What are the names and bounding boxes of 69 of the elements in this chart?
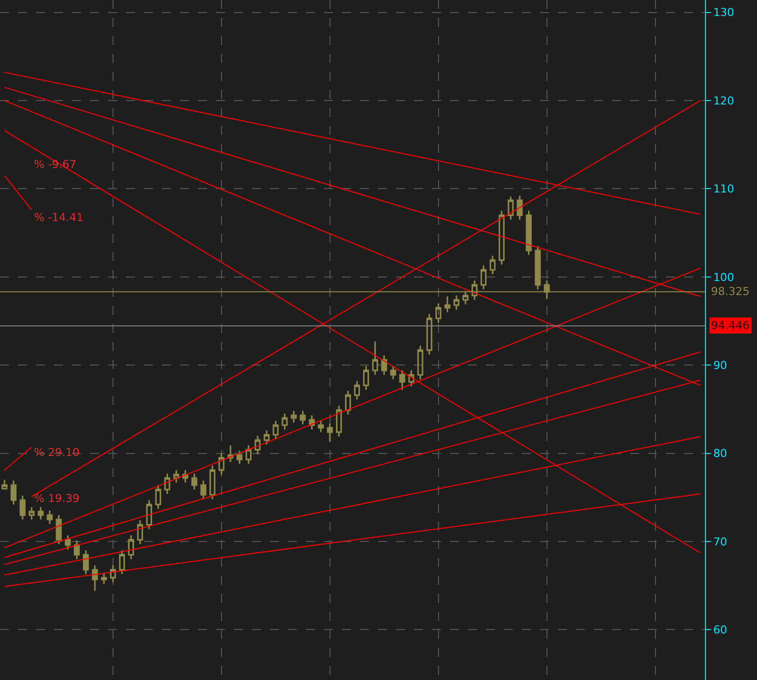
candlestick bbox=[282, 412, 288, 430]
candlestick bbox=[38, 506, 44, 520]
ref-line-label: 98.325 bbox=[711, 285, 750, 298]
candlestick bbox=[290, 410, 297, 424]
candlestick bbox=[264, 430, 270, 446]
annotation: % -14.41 bbox=[34, 211, 84, 224]
candlestick bbox=[308, 414, 315, 430]
candlestick bbox=[119, 550, 125, 575]
y-tick-label: 60 bbox=[713, 624, 728, 637]
y-tick-label: 80 bbox=[713, 447, 728, 460]
candlestick bbox=[526, 210, 532, 256]
y-tick-label: 90 bbox=[713, 358, 728, 372]
candlestick bbox=[10, 480, 17, 506]
candlestick bbox=[336, 404, 342, 438]
candlestick bbox=[164, 472, 170, 495]
y-tick-label: 130 bbox=[713, 6, 734, 20]
candlestick bbox=[354, 380, 360, 400]
candlestick bbox=[372, 340, 378, 376]
candlestick bbox=[381, 354, 388, 376]
candlestick bbox=[46, 510, 53, 525]
candlestick bbox=[2, 479, 8, 490]
candlestick bbox=[246, 444, 252, 465]
annotation: % 19.39 bbox=[34, 492, 80, 505]
candlestick bbox=[254, 434, 261, 455]
y-tick-label: 70 bbox=[713, 535, 728, 548]
candlestick bbox=[399, 370, 406, 391]
candlestick bbox=[92, 564, 98, 592]
candlestick bbox=[453, 294, 460, 310]
candlestick bbox=[408, 370, 414, 388]
candlestick bbox=[508, 196, 514, 220]
candlestick bbox=[218, 452, 224, 476]
candlestick bbox=[137, 520, 144, 545]
candlestick bbox=[182, 469, 188, 484]
candlestick bbox=[64, 534, 71, 550]
candlestick bbox=[228, 444, 234, 463]
candlestick bbox=[300, 410, 306, 425]
candlestick bbox=[426, 313, 432, 356]
candlestick bbox=[20, 494, 26, 520]
candlestick bbox=[146, 499, 152, 530]
candlestick bbox=[128, 534, 134, 560]
candlestick bbox=[200, 480, 206, 500]
candlestick bbox=[110, 564, 116, 583]
candlestick bbox=[326, 422, 333, 443]
candlestick bbox=[209, 464, 216, 500]
ref-line-label: 94.446 bbox=[711, 319, 750, 332]
candlestick bbox=[490, 255, 496, 276]
candlestick bbox=[345, 390, 351, 416]
annotation: % 29.10 bbox=[34, 446, 80, 459]
candlestick bbox=[155, 484, 162, 510]
y-tick-label: 120 bbox=[713, 94, 734, 108]
candlestick bbox=[191, 472, 198, 490]
candlestick bbox=[173, 469, 180, 484]
candlestick bbox=[318, 420, 324, 433]
candlestick bbox=[100, 572, 107, 585]
candlestick bbox=[417, 344, 424, 380]
y-tick-label: 110 bbox=[713, 182, 734, 196]
candlestick bbox=[236, 450, 242, 465]
candlestick bbox=[74, 540, 80, 560]
candlestick bbox=[28, 506, 35, 520]
candlestick bbox=[56, 514, 62, 545]
y-tick-label: 100 bbox=[713, 270, 734, 284]
candlestick bbox=[272, 420, 279, 440]
candlestick bbox=[516, 195, 523, 220]
candlestick bbox=[82, 550, 89, 575]
candlestick bbox=[498, 210, 505, 266]
candlestick bbox=[390, 365, 396, 380]
candlestick bbox=[363, 365, 370, 391]
candlestick bbox=[444, 296, 450, 313]
candlestick bbox=[435, 302, 442, 324]
